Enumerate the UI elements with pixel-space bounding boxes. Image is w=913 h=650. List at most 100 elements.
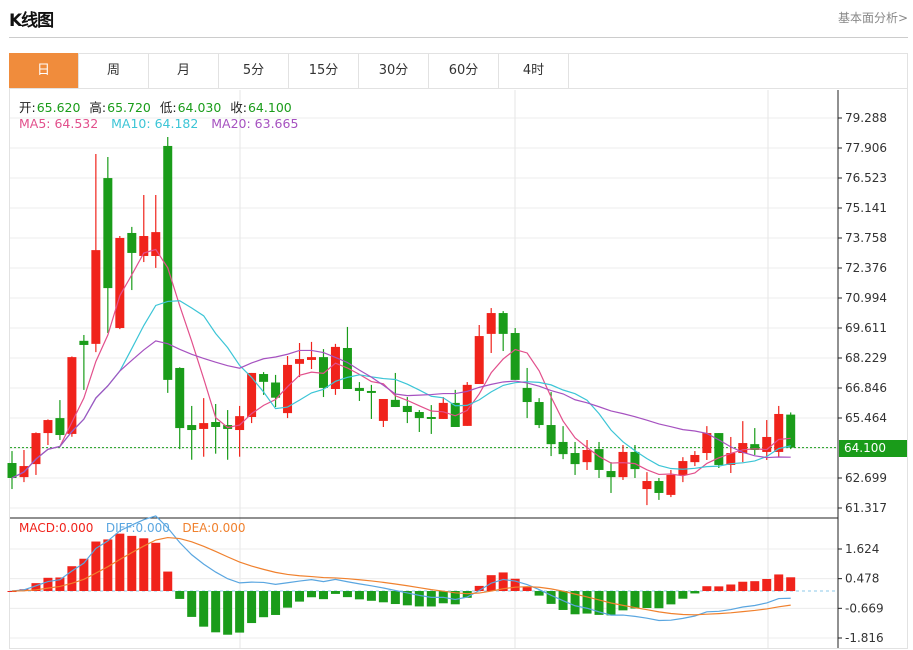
candle-down xyxy=(450,402,460,427)
price-tick-label: 70.994 xyxy=(845,291,887,305)
price-tick-label: 68.229 xyxy=(845,351,887,365)
price-tick-label: 66.846 xyxy=(845,381,887,395)
macd-bar xyxy=(666,591,676,605)
macd-bar xyxy=(726,584,736,592)
macd-bar xyxy=(55,577,65,592)
macd-bar xyxy=(283,591,293,608)
macd-bar xyxy=(654,591,664,609)
candle-down xyxy=(366,390,376,393)
candle-down xyxy=(187,425,197,431)
macd-legend: MACD:0.000 DIFF:0.000 DEA:0.000 xyxy=(19,521,247,535)
candle-up xyxy=(151,232,161,256)
candle-up xyxy=(582,449,592,463)
current-price-label: 64.100 xyxy=(839,440,907,457)
candle-down xyxy=(546,425,556,445)
candle-up xyxy=(474,336,484,385)
tab-60min[interactable]: 60分 xyxy=(429,53,499,88)
tab-15min[interactable]: 15分 xyxy=(289,53,359,88)
macd-bar xyxy=(582,591,592,614)
candle-down xyxy=(786,414,796,448)
candle-up xyxy=(283,364,293,414)
macd-tick-label: 1.624 xyxy=(845,542,879,556)
tab-4hour[interactable]: 4时 xyxy=(499,53,569,88)
macd-bar xyxy=(127,535,137,592)
diff-line xyxy=(11,515,791,622)
candle-down xyxy=(522,387,532,403)
candle-down xyxy=(7,463,17,478)
price-tick-label: 75.141 xyxy=(845,201,887,215)
candle-down xyxy=(606,471,616,478)
macd-bar xyxy=(786,577,796,592)
candle-down xyxy=(498,313,508,334)
candle-up xyxy=(330,346,340,390)
candle-up xyxy=(702,433,712,454)
tab-day[interactable]: 日 xyxy=(9,53,79,88)
macd-bar xyxy=(7,591,17,593)
macd-bar xyxy=(522,586,532,592)
macd-tick-label: -0.669 xyxy=(845,601,884,615)
page-title: K线图 xyxy=(9,11,54,31)
macd-bar xyxy=(570,591,580,615)
macd-bar xyxy=(498,572,508,592)
open-value: 65.620 xyxy=(36,100,81,115)
macd-bar xyxy=(630,591,640,609)
dea-value: DEA:0.000 xyxy=(182,521,246,535)
ma10-line xyxy=(11,300,791,479)
ma20-value: MA20: 63.665 xyxy=(211,116,299,131)
candle-up xyxy=(67,357,77,434)
candle-down xyxy=(103,178,113,289)
macd-bar xyxy=(211,591,221,633)
candle-down xyxy=(127,232,137,253)
macd-bar xyxy=(378,591,388,603)
macd-bar xyxy=(702,586,712,592)
macd-value: MACD:0.000 xyxy=(19,521,94,535)
tab-30min[interactable]: 30分 xyxy=(359,53,429,88)
tab-month[interactable]: 月 xyxy=(149,53,219,88)
macd-bar xyxy=(199,591,209,627)
macd-bar xyxy=(642,591,652,608)
macd-bar xyxy=(223,591,233,635)
fundamental-analysis-link[interactable]: 基本面分析> xyxy=(837,11,908,25)
macd-bar xyxy=(738,581,748,592)
candle-down xyxy=(354,387,364,391)
macd-bar xyxy=(450,591,460,605)
diff-value: DIFF:0.000 xyxy=(105,521,170,535)
candle-down xyxy=(558,441,568,455)
macd-bar xyxy=(31,583,41,592)
candle-up xyxy=(43,420,53,434)
candle-down xyxy=(630,451,640,470)
candle-down xyxy=(55,418,65,436)
candle-down xyxy=(750,444,760,450)
tab-week[interactable]: 周 xyxy=(79,53,149,88)
candle-down xyxy=(594,449,604,470)
candle-down xyxy=(318,357,328,388)
candle-up xyxy=(307,357,316,360)
high-label: 高: xyxy=(89,100,107,115)
macd-bar xyxy=(259,591,269,618)
candle-up xyxy=(666,474,676,495)
macd-bar xyxy=(618,591,628,611)
ma10-value: MA10: 64.182 xyxy=(111,116,199,131)
tab-5min[interactable]: 5分 xyxy=(219,53,289,88)
candle-down xyxy=(211,421,221,427)
macd-bar xyxy=(366,591,376,601)
candle-down xyxy=(510,333,520,380)
price-tick-label: 62.699 xyxy=(845,471,887,485)
candle-down xyxy=(426,417,436,419)
macd-bar xyxy=(175,591,185,599)
macd-bar xyxy=(342,591,352,598)
ohlc-legend: 开:65.620 高:65.720 低:64.030 收:64.100 xyxy=(19,97,293,116)
candle-up xyxy=(726,453,736,465)
macd-bar xyxy=(714,586,724,592)
candle-down xyxy=(271,382,281,398)
candle-down xyxy=(79,340,89,345)
macd-bar xyxy=(762,579,772,592)
candle-up xyxy=(199,423,209,429)
low-label: 低: xyxy=(159,100,177,115)
macd-bar xyxy=(426,591,436,607)
candle-down xyxy=(570,453,580,465)
macd-bar xyxy=(390,591,400,605)
macd-bar xyxy=(43,577,53,592)
macd-bar xyxy=(163,571,173,592)
